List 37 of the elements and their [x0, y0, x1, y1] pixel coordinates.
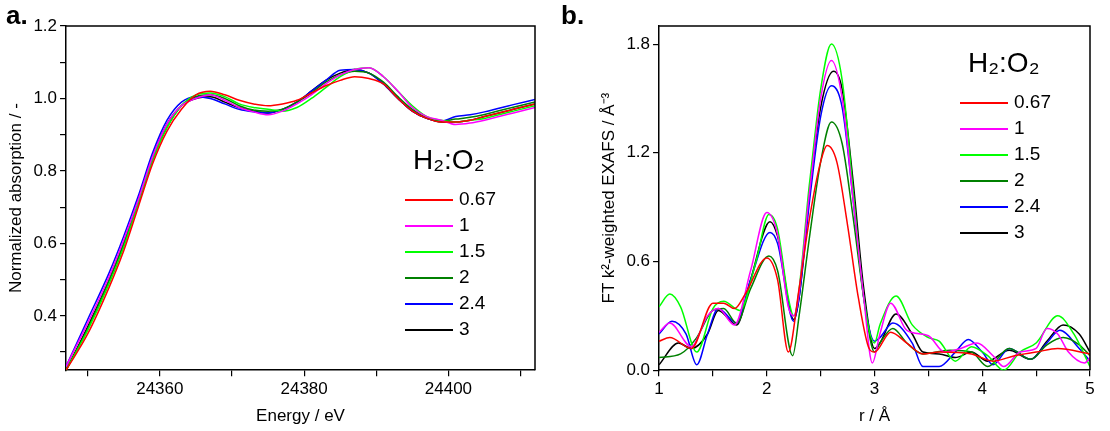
y-tick-label: 1.8 [626, 33, 651, 53]
x-tick-label: 24380 [280, 379, 328, 399]
legend-label: 1.5 [459, 240, 486, 262]
text: a. [6, 0, 28, 31]
x-tick-label: 5 [1085, 379, 1095, 399]
y-tick-label: 0.8 [33, 160, 58, 180]
legend-label: 3 [459, 318, 470, 340]
y-tick-label: 0.0 [626, 359, 651, 379]
y-axis-title: Normalized absorption / - [5, 103, 25, 294]
legend-label: 3 [1014, 221, 1025, 243]
legend-label: 1 [459, 214, 470, 236]
x-tick-label: 2 [762, 379, 772, 399]
legend-label: 0.67 [1014, 91, 1051, 113]
text: b. [561, 0, 585, 31]
x-tick-label: 24400 [424, 379, 473, 399]
y-tick-label: 0.6 [626, 251, 651, 271]
x-tick-label: 1 [654, 379, 664, 399]
legend-label: 1.5 [1014, 143, 1041, 165]
y-tick-label: 1.2 [33, 15, 58, 35]
legend-title: H₂:O₂ [968, 46, 1040, 78]
x-axis-title: Energy / eV [256, 406, 346, 426]
legend-label: 2 [1014, 169, 1025, 191]
y-tick-label: 0.4 [33, 305, 58, 325]
legend-title: H₂:O₂ [413, 143, 485, 175]
legend-label: 2.4 [1014, 195, 1041, 217]
y-tick-label: 0.6 [33, 233, 58, 253]
y-tick-label: 1.0 [33, 88, 58, 108]
legend-label: 2 [459, 266, 470, 288]
x-axis-title: r / Å [858, 406, 891, 426]
x-tick-label: 4 [977, 379, 987, 399]
legend-label: 2.4 [459, 292, 486, 314]
y-axis-title: FT k²-weighted EXAFS / Å⁻³ [598, 92, 618, 304]
legend-label: 0.67 [459, 188, 496, 210]
legend-label: 1 [1014, 117, 1025, 139]
x-tick-label: 3 [869, 379, 880, 399]
x-tick-label: 24360 [136, 379, 184, 399]
y-tick-label: 1.2 [626, 142, 651, 162]
